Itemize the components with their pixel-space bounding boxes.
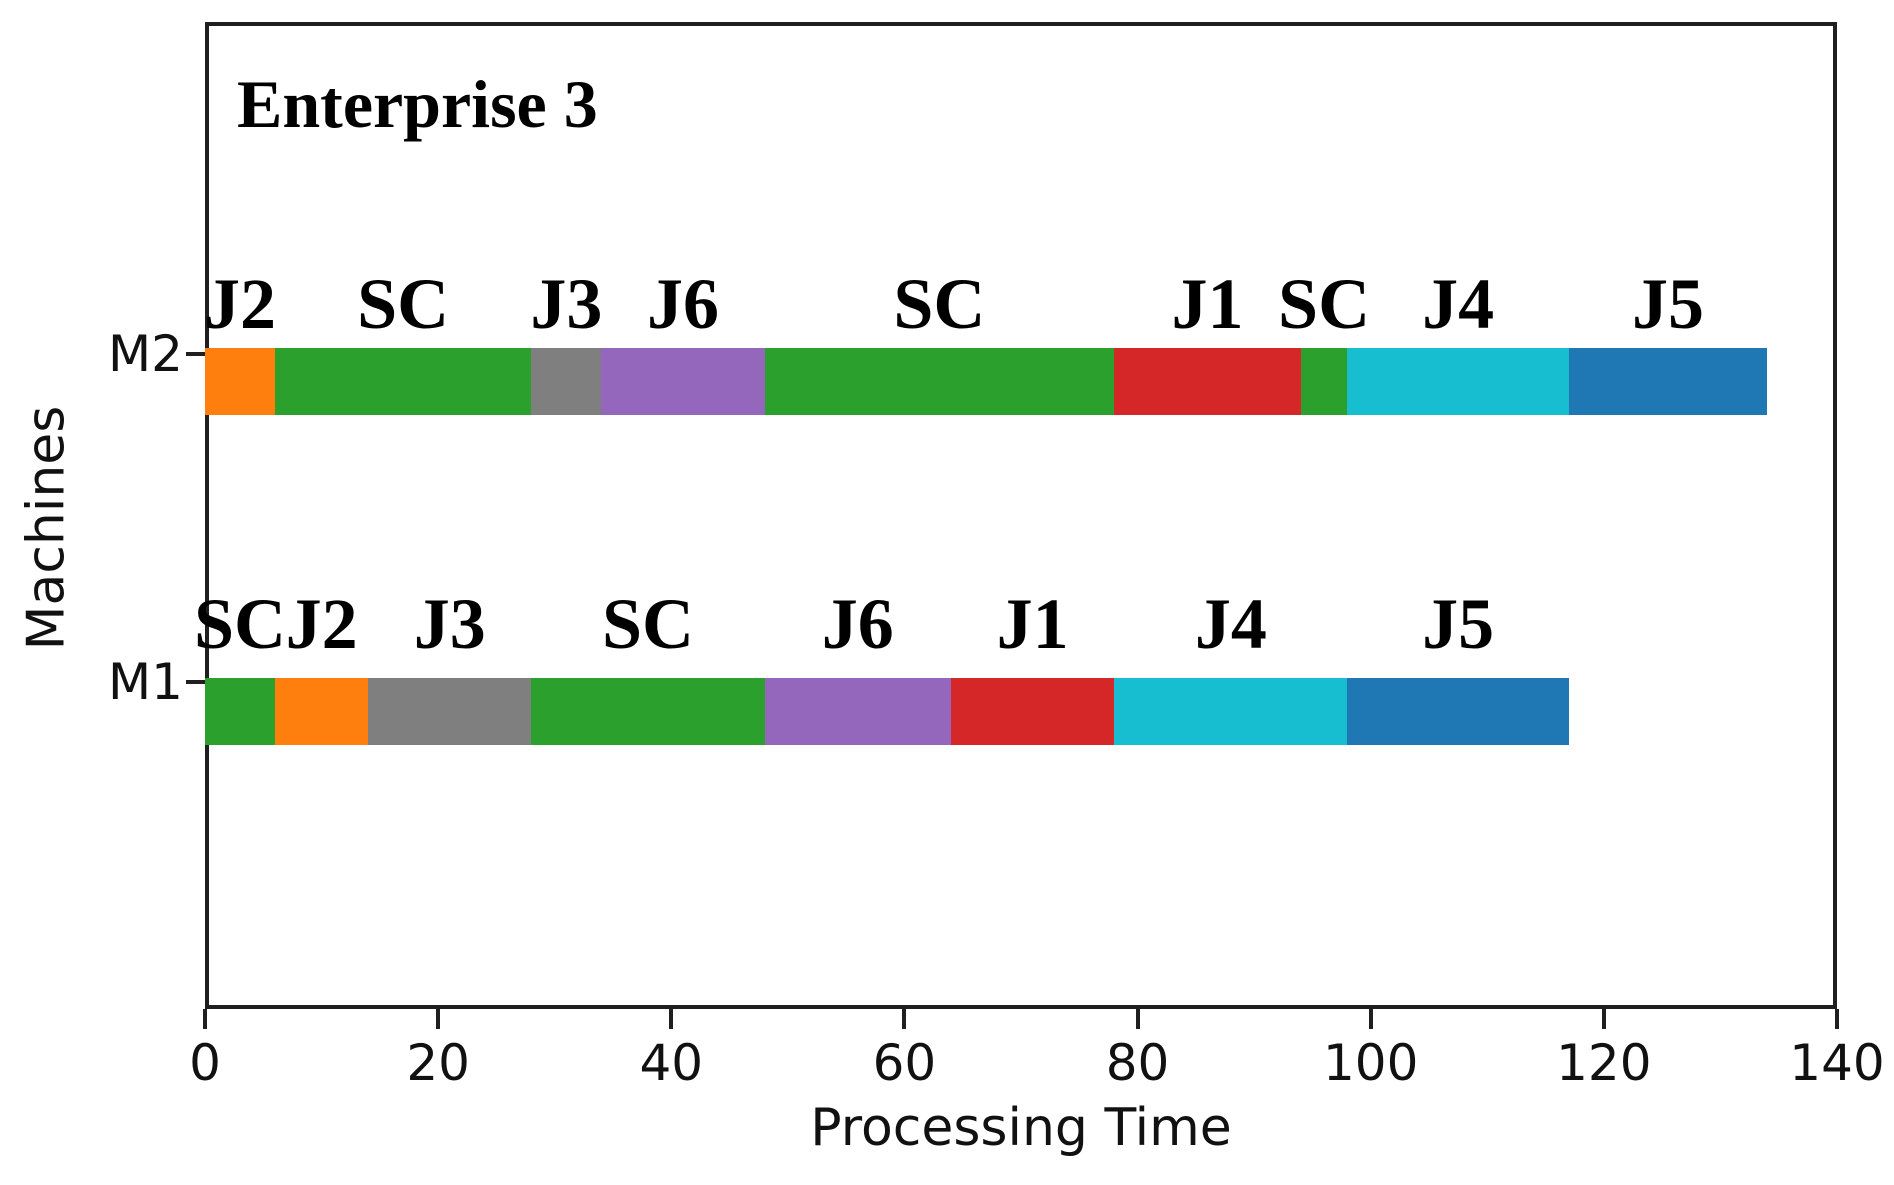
x-tick-label: 40 bbox=[639, 1034, 704, 1092]
x-tick-label: 0 bbox=[189, 1034, 221, 1092]
segment-label-m2-6-sc: SC bbox=[1278, 264, 1371, 344]
segment-label-m1-3-sc: SC bbox=[601, 584, 694, 664]
x-tick-label: 80 bbox=[1105, 1034, 1170, 1092]
segment-label-m2-0-j2: J2 bbox=[203, 264, 276, 344]
segment-label-m2-2-j3: J3 bbox=[530, 264, 603, 344]
y-tick-label-m2: M2 bbox=[108, 325, 183, 383]
gantt-segment-m2-2-j3 bbox=[531, 348, 602, 415]
x-tick-mark bbox=[669, 1009, 674, 1029]
gantt-segment-m1-2-j3 bbox=[368, 678, 532, 745]
gantt-segment-m2-1-sc bbox=[274, 348, 532, 415]
gantt-segment-m2-8-j5 bbox=[1568, 348, 1768, 415]
segment-label-m1-7-j5: J5 bbox=[1422, 584, 1495, 664]
gantt-segment-m1-6-j4 bbox=[1114, 678, 1348, 745]
y-tick-mark bbox=[186, 352, 205, 356]
x-axis-label: Processing Time bbox=[810, 1098, 1232, 1158]
segment-label-m2-8-j5: J5 bbox=[1631, 264, 1704, 344]
gantt-segment-m2-5-j1 bbox=[1114, 348, 1301, 415]
segment-label-m2-7-j4: J4 bbox=[1422, 264, 1495, 344]
segment-label-m2-3-j6: J6 bbox=[646, 264, 719, 344]
gantt-segment-m2-6-sc bbox=[1300, 348, 1348, 415]
chart-title: Enterprise 3 bbox=[237, 66, 598, 142]
x-tick-mark bbox=[1835, 1009, 1839, 1029]
gantt-segment-m1-5-j1 bbox=[951, 678, 1115, 745]
x-tick-mark bbox=[1368, 1009, 1373, 1029]
segment-label-m2-1-sc: SC bbox=[357, 264, 450, 344]
gantt-segment-m2-7-j4 bbox=[1347, 348, 1569, 415]
x-tick-label: 140 bbox=[1789, 1034, 1885, 1092]
x-tick-mark bbox=[1601, 1009, 1606, 1029]
gantt-segment-m1-0-sc bbox=[205, 678, 275, 745]
gantt-segment-m1-3-sc bbox=[531, 678, 765, 745]
y-axis-label: Machines bbox=[16, 405, 77, 651]
x-tick-label: 120 bbox=[1556, 1034, 1652, 1092]
segment-label-m2-4-sc: SC bbox=[893, 264, 986, 344]
x-tick-label: 100 bbox=[1322, 1034, 1419, 1092]
y-tick-mark bbox=[186, 680, 205, 684]
y-tick-label-m1: M1 bbox=[108, 653, 183, 711]
x-tick-mark bbox=[436, 1009, 441, 1029]
gantt-segment-m1-7-j5 bbox=[1347, 678, 1569, 745]
segment-label-m1-4-j6: J6 bbox=[821, 584, 894, 664]
x-tick-mark bbox=[1135, 1009, 1140, 1029]
gantt-segment-m1-4-j6 bbox=[764, 678, 952, 745]
gantt-segment-m1-1-j2 bbox=[274, 678, 369, 745]
gantt-segment-m2-0-j2 bbox=[205, 348, 275, 415]
segment-label-m2-5-j1: J1 bbox=[1171, 264, 1244, 344]
segment-label-m1-1-j2: J2 bbox=[285, 584, 358, 664]
x-tick-label: 20 bbox=[406, 1034, 470, 1092]
gantt-segment-m2-4-sc bbox=[764, 348, 1115, 415]
x-tick-label: 60 bbox=[872, 1034, 937, 1092]
x-tick-mark bbox=[902, 1009, 907, 1029]
segment-label-m1-5-j1: J1 bbox=[996, 584, 1069, 664]
x-tick-mark bbox=[203, 1009, 207, 1029]
gantt-segment-m2-3-j6 bbox=[601, 348, 765, 415]
segment-label-m1-0-sc: SC bbox=[193, 584, 286, 664]
plot-area bbox=[205, 22, 1837, 1009]
segment-label-m1-2-j3: J3 bbox=[413, 584, 486, 664]
segment-label-m1-6-j4: J4 bbox=[1194, 584, 1267, 664]
